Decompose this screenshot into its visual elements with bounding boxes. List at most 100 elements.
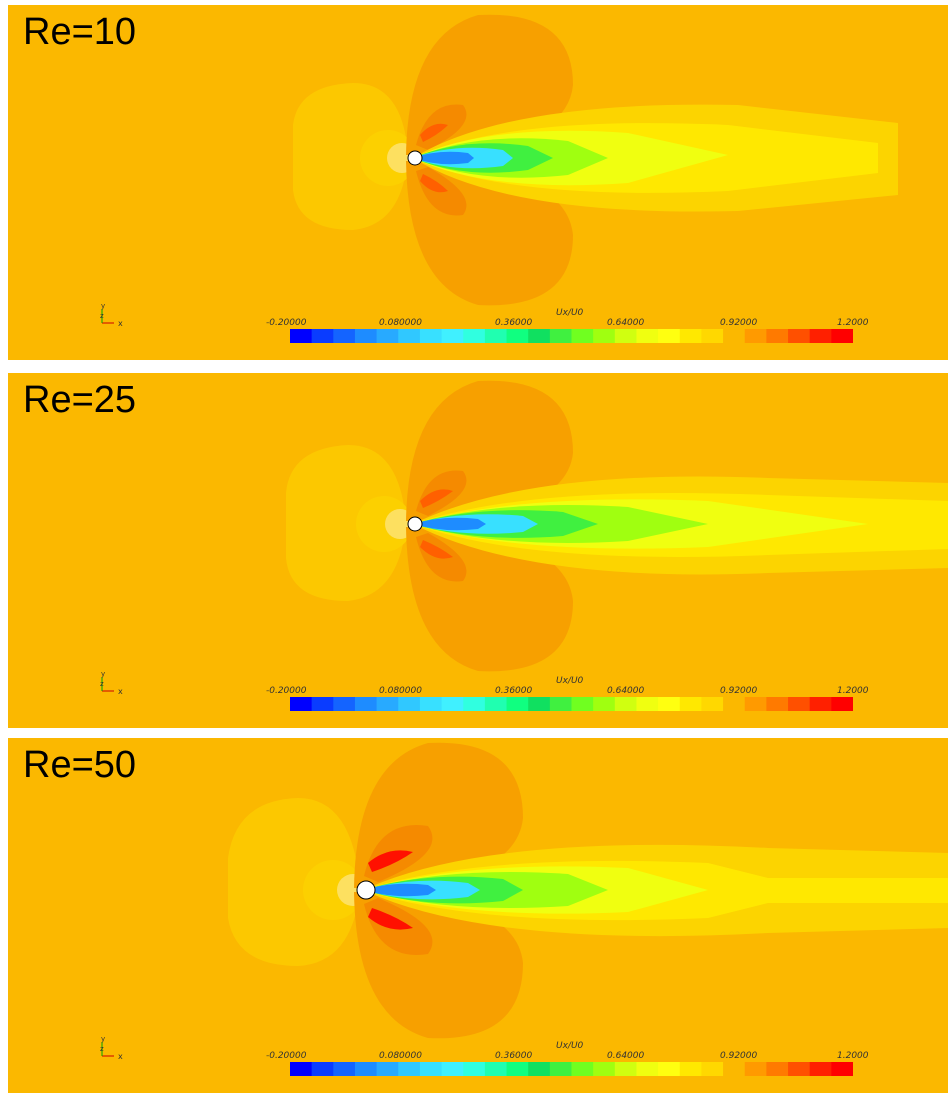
flow-panel-re10: Re=10 y z x Ux/U0 -0.20000 0.080000 0.36… — [8, 5, 948, 360]
colorbar-swatch — [463, 329, 486, 343]
svg-text:z: z — [100, 312, 104, 320]
svg-text:y: y — [101, 671, 105, 678]
colorbar-swatch — [376, 697, 399, 711]
svg-text:x: x — [118, 687, 123, 696]
colorbar-swatch — [549, 697, 572, 711]
colorbar-swatch — [441, 329, 464, 343]
colorbar-tick: -0.20000 — [266, 1051, 307, 1061]
colorbar-tick: 0.64000 — [607, 318, 645, 328]
colorbar-swatch — [311, 329, 334, 343]
colorbar-swatch — [766, 697, 789, 711]
colorbar-swatch — [290, 697, 313, 711]
colorbar-swatch — [658, 329, 681, 343]
colorbar-swatch — [463, 697, 486, 711]
colorbar-swatch — [593, 329, 616, 343]
colorbar-swatch — [528, 1062, 551, 1076]
colorbar-swatch — [528, 697, 551, 711]
colorbar-swatch — [419, 697, 443, 711]
colorbar-swatch — [723, 697, 746, 711]
colorbar-swatch — [506, 1062, 529, 1076]
colorbar-swatch — [376, 1062, 399, 1076]
colorbar-title: Ux/U0 — [556, 1041, 584, 1051]
colorbar-swatch — [831, 329, 853, 343]
svg-text:x: x — [118, 1052, 123, 1061]
colorbar-swatch — [636, 329, 659, 343]
colorbar-swatch — [788, 697, 811, 711]
colorbar-tick: 0.92000 — [720, 318, 758, 328]
colorbar — [290, 697, 853, 711]
colorbar — [290, 329, 853, 343]
colorbar-tick: 1.2000 — [837, 1051, 869, 1061]
colorbar-tick: 0.92000 — [720, 1051, 758, 1061]
colorbar-swatch — [484, 329, 508, 343]
flow-panel-re50: Re=50 y z x Ux/U0 -0.20000 0.080000 0.36… — [8, 738, 948, 1093]
colorbar-swatch — [571, 697, 594, 711]
colorbar-swatch — [766, 329, 789, 343]
colorbar-swatch — [701, 329, 724, 343]
colorbar-swatch — [398, 329, 421, 343]
colorbar-swatch — [636, 697, 659, 711]
colorbar-swatch — [636, 1062, 659, 1076]
axes-triad-icon: y z x — [100, 303, 123, 328]
colorbar-swatch — [809, 1062, 832, 1076]
colorbar-swatch — [441, 1062, 464, 1076]
colorbar-swatch — [744, 329, 767, 343]
colorbar-tick: 0.36000 — [495, 686, 533, 696]
colorbar-tick: 1.2000 — [837, 318, 869, 328]
colorbar-swatch — [441, 697, 464, 711]
colorbar-swatch — [419, 1062, 443, 1076]
colorbar-swatch — [419, 329, 443, 343]
colorbar-swatch — [571, 1062, 594, 1076]
colorbar-swatch — [744, 697, 767, 711]
colorbar-tick: 0.64000 — [607, 686, 645, 696]
colorbar-swatch — [528, 329, 551, 343]
colorbar-swatch — [679, 697, 702, 711]
colorbar-swatch — [290, 1062, 313, 1076]
colorbar-swatch — [614, 1062, 637, 1076]
colorbar-swatch — [701, 697, 724, 711]
colorbar-swatch — [333, 697, 356, 711]
colorbar-swatch — [701, 1062, 724, 1076]
colorbar-swatch — [766, 1062, 789, 1076]
colorbar-tick: -0.20000 — [266, 318, 307, 328]
colorbar-title: Ux/U0 — [556, 308, 584, 318]
svg-text:x: x — [118, 319, 123, 328]
colorbar-swatch — [311, 1062, 334, 1076]
reynolds-label: Re=50 — [23, 744, 137, 786]
svg-text:z: z — [100, 680, 104, 688]
colorbar-swatch — [506, 329, 529, 343]
colorbar — [290, 1062, 853, 1076]
colorbar-swatch — [679, 329, 702, 343]
colorbar-tick: -0.20000 — [266, 686, 307, 696]
colorbar-swatch — [354, 329, 378, 343]
colorbar-swatch — [614, 329, 637, 343]
colorbar-tick: 0.92000 — [720, 686, 758, 696]
velocity-contour-re50 — [228, 742, 948, 1039]
colorbar-swatch — [614, 697, 637, 711]
colorbar-swatch — [593, 1062, 616, 1076]
colorbar-swatch — [354, 697, 378, 711]
colorbar-swatch — [376, 329, 399, 343]
svg-text:y: y — [101, 1036, 105, 1043]
colorbar-swatch — [788, 329, 811, 343]
colorbar-swatch — [809, 697, 832, 711]
velocity-contour-re25 — [286, 380, 948, 672]
colorbar-swatch — [593, 697, 616, 711]
reynolds-label: Re=25 — [23, 379, 137, 421]
colorbar-tick: 0.080000 — [379, 686, 422, 696]
colorbar-swatch — [744, 1062, 767, 1076]
colorbar-swatch — [333, 1062, 356, 1076]
colorbar-swatch — [484, 1062, 508, 1076]
colorbar-swatch — [290, 329, 313, 343]
colorbar-title: Ux/U0 — [556, 676, 584, 686]
colorbar-tick: 0.36000 — [495, 1051, 533, 1061]
axes-triad-icon: y z x — [100, 671, 123, 696]
colorbar-swatch — [571, 329, 594, 343]
colorbar-swatch — [679, 1062, 702, 1076]
colorbar-tick: 0.64000 — [607, 1051, 645, 1061]
colorbar-swatch — [831, 697, 853, 711]
colorbar-swatch — [549, 1062, 572, 1076]
colorbar-swatch — [354, 1062, 378, 1076]
colorbar-swatch — [723, 329, 746, 343]
colorbar-swatch — [658, 697, 681, 711]
